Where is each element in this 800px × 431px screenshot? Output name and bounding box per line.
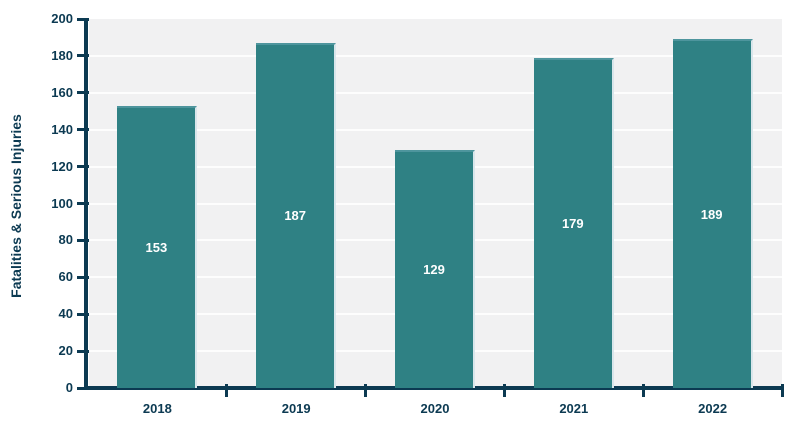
y-axis-tick-label: 20 xyxy=(58,343,73,359)
y-axis-tick xyxy=(77,91,89,95)
y-axis-tick-label: 120 xyxy=(51,158,73,174)
x-axis-tick xyxy=(780,384,784,397)
y-axis-tick-label: 100 xyxy=(51,195,73,211)
gridline xyxy=(89,128,782,131)
bar: 187 xyxy=(256,42,337,388)
y-axis-title: Fatalities & Serious Injuries xyxy=(8,114,24,298)
bar-value-label: 179 xyxy=(561,215,584,231)
bar: 189 xyxy=(672,39,753,388)
bar: 129 xyxy=(395,149,475,388)
bar: 153 xyxy=(117,105,198,388)
y-axis-tick xyxy=(77,312,89,316)
y-axis-tick xyxy=(77,349,89,353)
y-axis-tick-label: 200 xyxy=(51,11,73,26)
y-axis-tick xyxy=(77,386,89,390)
y-axis-tick xyxy=(77,54,89,58)
y-axis-tick xyxy=(77,202,89,205)
x-axis-category-label: 2018 xyxy=(142,401,172,416)
y-axis-tick xyxy=(77,238,89,242)
x-axis-category-label: 2020 xyxy=(420,401,450,416)
y-axis-tick-label: 0 xyxy=(65,380,73,395)
x-axis-category-label: 2021 xyxy=(559,401,589,416)
gridline xyxy=(89,91,782,94)
y-axis-tick xyxy=(77,128,89,132)
y-axis-tick-label: 40 xyxy=(58,306,73,322)
x-axis-tick xyxy=(225,384,229,397)
y-axis-tick-label: 60 xyxy=(58,269,73,285)
y-axis-tick-label: 160 xyxy=(51,84,73,100)
bar-value-label: 153 xyxy=(145,239,168,255)
y-axis-tick xyxy=(77,17,89,21)
bar-value-label: 189 xyxy=(700,206,723,222)
gridline xyxy=(89,54,782,57)
x-axis-category-label: 2022 xyxy=(698,401,728,416)
bar-value-label: 187 xyxy=(284,208,307,224)
y-axis-tick-label: 180 xyxy=(51,47,73,63)
x-axis-tick xyxy=(641,384,645,397)
x-axis-category-label: 2019 xyxy=(281,401,311,416)
bar-value-label: 129 xyxy=(423,261,445,277)
y-axis-tick xyxy=(77,165,89,169)
y-axis-tick-label: 140 xyxy=(51,121,73,137)
bar: 179 xyxy=(533,57,614,388)
x-axis-tick xyxy=(364,384,368,397)
x-axis-line xyxy=(84,386,783,390)
y-axis-tick xyxy=(77,275,89,279)
y-axis-tick-label: 80 xyxy=(58,232,73,248)
x-axis-tick xyxy=(502,384,506,397)
